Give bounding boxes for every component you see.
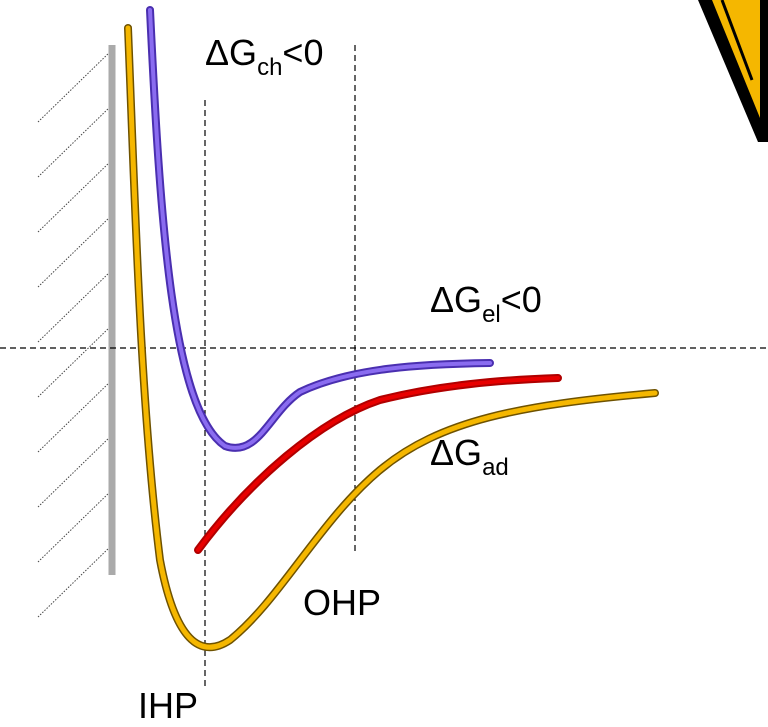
corner-arrow xyxy=(698,0,768,142)
ohp-label: OHP xyxy=(303,582,381,623)
curves xyxy=(128,10,655,647)
dg-ad-label: ΔGad xyxy=(430,432,509,481)
hatching xyxy=(38,50,112,617)
diagram: ΔGch<0 ΔGel<0 ΔGad OHP IHP xyxy=(0,0,768,727)
dg-el-label: ΔGel<0 xyxy=(430,279,542,328)
ihp-label: IHP xyxy=(138,685,198,726)
adsorption-curve xyxy=(128,28,655,647)
dg-ch-label: ΔGch<0 xyxy=(205,32,323,81)
